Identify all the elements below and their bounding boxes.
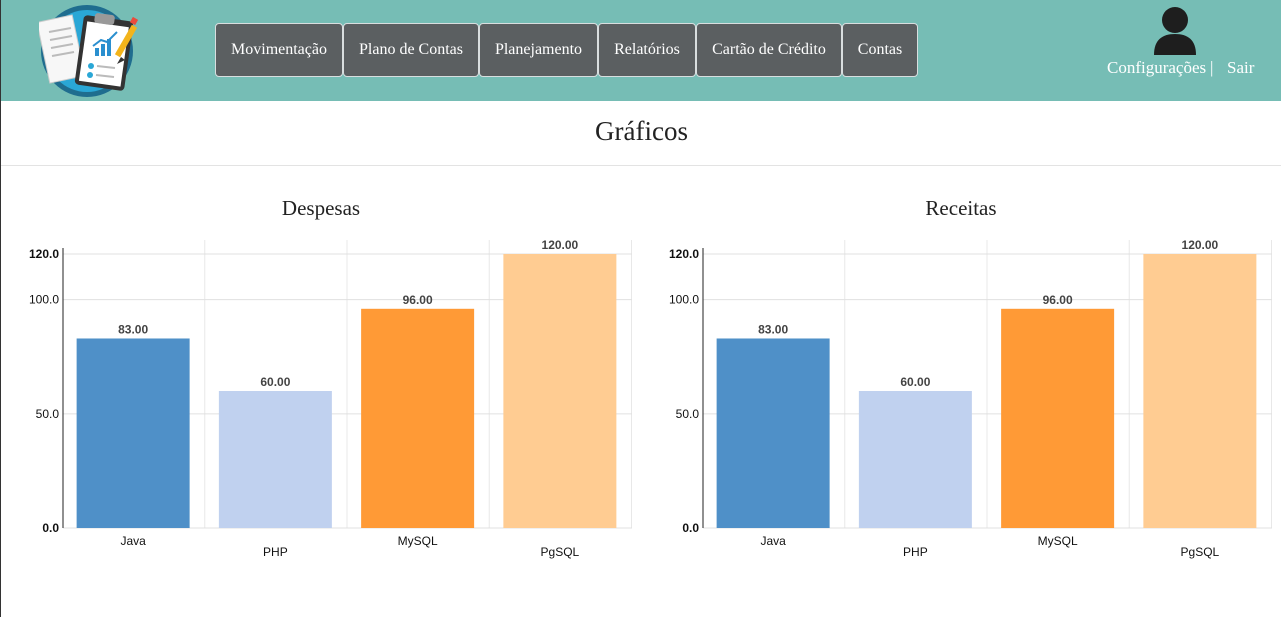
title-divider xyxy=(1,165,1281,166)
y-tick-label: 120.0 xyxy=(669,247,699,261)
x-tick-label: Java xyxy=(120,534,146,548)
nav-plano-de-contas-button[interactable]: Plano de Contas xyxy=(343,23,479,77)
nav-cartao-de-credito-button[interactable]: Cartão de Crédito xyxy=(696,23,842,77)
nav-contas-button[interactable]: Contas xyxy=(842,23,918,77)
logout-link[interactable]: Sair xyxy=(1227,58,1255,77)
y-tick-label: 100.0 xyxy=(29,293,59,307)
y-tick-label: 50.0 xyxy=(676,407,700,421)
bar-pgsql xyxy=(503,254,617,528)
x-tick-label: MySQL xyxy=(398,534,438,548)
bar-value-label: 83.00 xyxy=(118,322,148,336)
page-title: Gráficos xyxy=(595,116,688,146)
bar-php xyxy=(858,391,972,528)
bar-value-label: 120.00 xyxy=(1182,238,1219,252)
user-avatar-icon[interactable] xyxy=(1152,6,1198,56)
bar-java xyxy=(76,338,190,528)
settings-link[interactable]: Configurações xyxy=(1107,58,1207,77)
bar-mysql xyxy=(1001,308,1115,528)
chart-title: Receitas xyxy=(925,196,997,220)
bar-value-label: 60.00 xyxy=(260,375,290,389)
x-tick-label: PHP xyxy=(263,545,288,559)
y-tick-label: 0.0 xyxy=(42,521,59,535)
top-header: Movimentação Plano de Contas Planejament… xyxy=(1,0,1281,101)
despesas-chart-plot: 0.0 50.0 100.0 120.0 83.00 Java 60.00 PHP 96.00 M… xyxy=(29,238,632,559)
y-tick-label: 120.0 xyxy=(29,247,59,261)
x-tick-label: PHP xyxy=(903,545,928,559)
y-tick-label: 0.0 xyxy=(682,521,699,535)
bar-php xyxy=(218,391,332,528)
x-tick-label: MySQL xyxy=(1038,534,1078,548)
bar-value-label: 120.00 xyxy=(542,238,579,252)
nav-movimentacao-button[interactable]: Movimentação xyxy=(215,23,343,77)
bar-value-label: 96.00 xyxy=(403,293,433,307)
x-tick-label: Java xyxy=(760,534,786,548)
y-tick-label: 100.0 xyxy=(669,293,699,307)
bar-java xyxy=(716,338,830,528)
bar-value-label: 83.00 xyxy=(758,322,788,336)
bar-pgsql xyxy=(1143,254,1257,528)
receitas-chart: Receitas 0.0 50.0 100.0 120.0 83.00 Java 60.00… xyxy=(641,190,1281,590)
x-tick-label: PgSQL xyxy=(1181,545,1220,559)
user-links: Configurações | Sair xyxy=(1101,58,1271,78)
nav-relatorios-button[interactable]: Relatórios xyxy=(598,23,696,77)
user-links-separator: | xyxy=(1210,58,1214,77)
despesas-chart: Despesas 0.0 50.0 100.0 120.0 83.00 Java 60.00… xyxy=(1,190,641,590)
y-tick-label: 50.0 xyxy=(36,407,60,421)
finance-clipboard-logo-icon[interactable] xyxy=(39,4,144,98)
bar-value-label: 60.00 xyxy=(900,375,930,389)
bar-mysql xyxy=(361,308,475,528)
bar-value-label: 96.00 xyxy=(1043,293,1073,307)
receitas-chart-plot: 0.0 50.0 100.0 120.0 83.00 Java 60.00 PHP 96.00 M… xyxy=(669,238,1272,559)
x-tick-label: PgSQL xyxy=(541,545,580,559)
nav-planejamento-button[interactable]: Planejamento xyxy=(479,23,598,77)
chart-title: Despesas xyxy=(281,196,361,220)
